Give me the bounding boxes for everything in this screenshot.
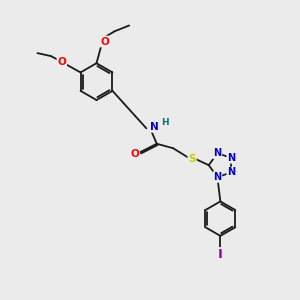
Text: O: O (57, 57, 66, 67)
Text: H: H (161, 118, 169, 127)
Text: N: N (150, 122, 159, 132)
Text: N: N (213, 172, 221, 182)
Text: N: N (227, 153, 236, 163)
Text: S: S (188, 154, 196, 164)
Text: O: O (100, 37, 109, 46)
Text: I: I (218, 248, 223, 261)
Text: N: N (227, 167, 236, 178)
Text: N: N (213, 148, 221, 158)
Text: O: O (130, 149, 139, 159)
